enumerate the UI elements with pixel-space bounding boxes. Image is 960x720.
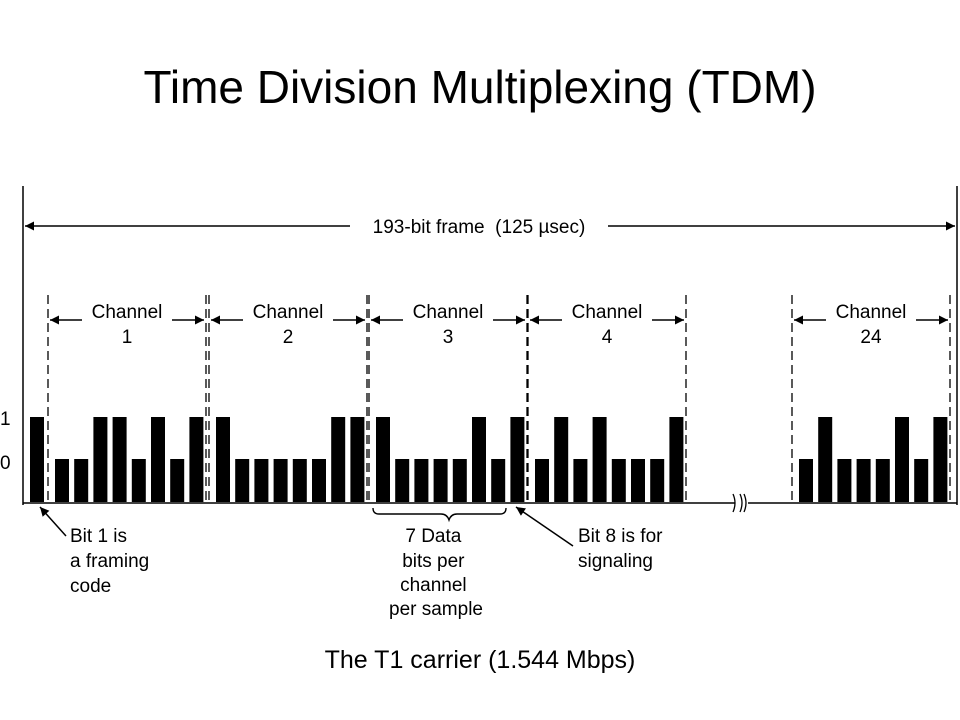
bit-bar <box>414 459 429 502</box>
bit-bar <box>818 417 833 502</box>
bit-bar <box>573 459 588 502</box>
bit-bar <box>376 417 390 502</box>
bit-bar <box>491 459 506 502</box>
bit-bar <box>914 459 929 502</box>
bit-bar <box>131 459 146 502</box>
channel-label: Channel <box>572 302 643 323</box>
bit-bar <box>331 417 346 502</box>
channel-label: Channel <box>413 302 484 323</box>
bit-bar <box>837 459 852 502</box>
bit-bar <box>395 459 410 502</box>
signaling-annotation-line: signaling <box>578 551 653 572</box>
channel-label: Channel <box>253 302 324 323</box>
bit-bar <box>472 417 486 502</box>
channels-layer: Channel 1 Channel 2 Channel 3 Channel 4 Channel 2… <box>47 295 951 502</box>
bit-bar <box>74 459 89 502</box>
bit-bar <box>535 459 549 502</box>
bit-bar <box>650 459 665 502</box>
framing-bit-bar <box>30 417 44 502</box>
signaling-annotation-line: Bit 8 is for <box>578 526 663 547</box>
framing-annotation-line: Bit 1 is <box>70 526 127 547</box>
bit-bars <box>30 417 948 502</box>
channel-label: Channel <box>92 302 163 323</box>
bit-bar <box>216 417 230 502</box>
bit-bar <box>895 417 909 502</box>
data-annotation-line: per sample <box>389 599 483 620</box>
signaling-annotation: Bit 8 is for signaling <box>578 526 668 572</box>
signaling-bit-arrow <box>515 506 574 547</box>
bit-bar <box>554 417 569 502</box>
channel-number: 4 <box>602 327 613 348</box>
bit-bar <box>592 417 607 502</box>
bit-bar <box>189 417 204 502</box>
bit-bar <box>112 417 127 502</box>
bit-bar <box>433 459 448 502</box>
bit-bar <box>254 459 269 502</box>
bit-bar <box>350 417 365 502</box>
bit-bar <box>93 417 108 502</box>
bit-bar <box>312 459 326 502</box>
bit-bar <box>799 459 813 502</box>
channel-number: 1 <box>122 327 133 348</box>
channel-number: 2 <box>283 327 294 348</box>
data-bits-brace <box>372 507 507 523</box>
channel-number: 3 <box>443 327 454 348</box>
channel-number: 24 <box>860 327 882 348</box>
slide-title: Time Division Multiplexing (TDM) <box>143 61 817 113</box>
data-annotation-line: channel <box>400 575 467 596</box>
bit-bar <box>151 417 165 502</box>
bit-bar <box>452 459 467 502</box>
bit-bar <box>631 459 645 502</box>
data-annotation: 7 Data bits per channel per sample <box>389 526 483 620</box>
data-annotation-line: 7 Data <box>405 526 461 547</box>
bit-bar <box>55 459 69 502</box>
data-annotation-line: bits per <box>402 551 465 572</box>
frame-label: 193-bit frame (125 µsec) <box>373 217 586 238</box>
level-label-high: 1 <box>0 409 11 430</box>
framing-annotation-line: a framing <box>70 551 149 572</box>
bit-bar <box>875 459 890 502</box>
bit-bar <box>170 459 185 502</box>
bit-bar <box>611 459 626 502</box>
framing-bit-arrow <box>39 506 67 537</box>
bit-bar <box>510 417 525 502</box>
bit-bar <box>856 459 871 502</box>
break-symbol <box>732 493 747 513</box>
framing-annotation: Bit 1 is a framing code <box>70 526 154 597</box>
bit-bar <box>273 459 288 502</box>
channel-label: Channel <box>836 302 907 323</box>
bit-bar <box>292 459 307 502</box>
bit-bar <box>933 417 948 502</box>
caption: The T1 carrier (1.544 Mbps) <box>324 646 636 674</box>
level-label-low: 0 <box>0 453 11 474</box>
bit-bar <box>669 417 684 502</box>
bit-bar <box>235 459 250 502</box>
framing-annotation-line: code <box>70 576 111 597</box>
